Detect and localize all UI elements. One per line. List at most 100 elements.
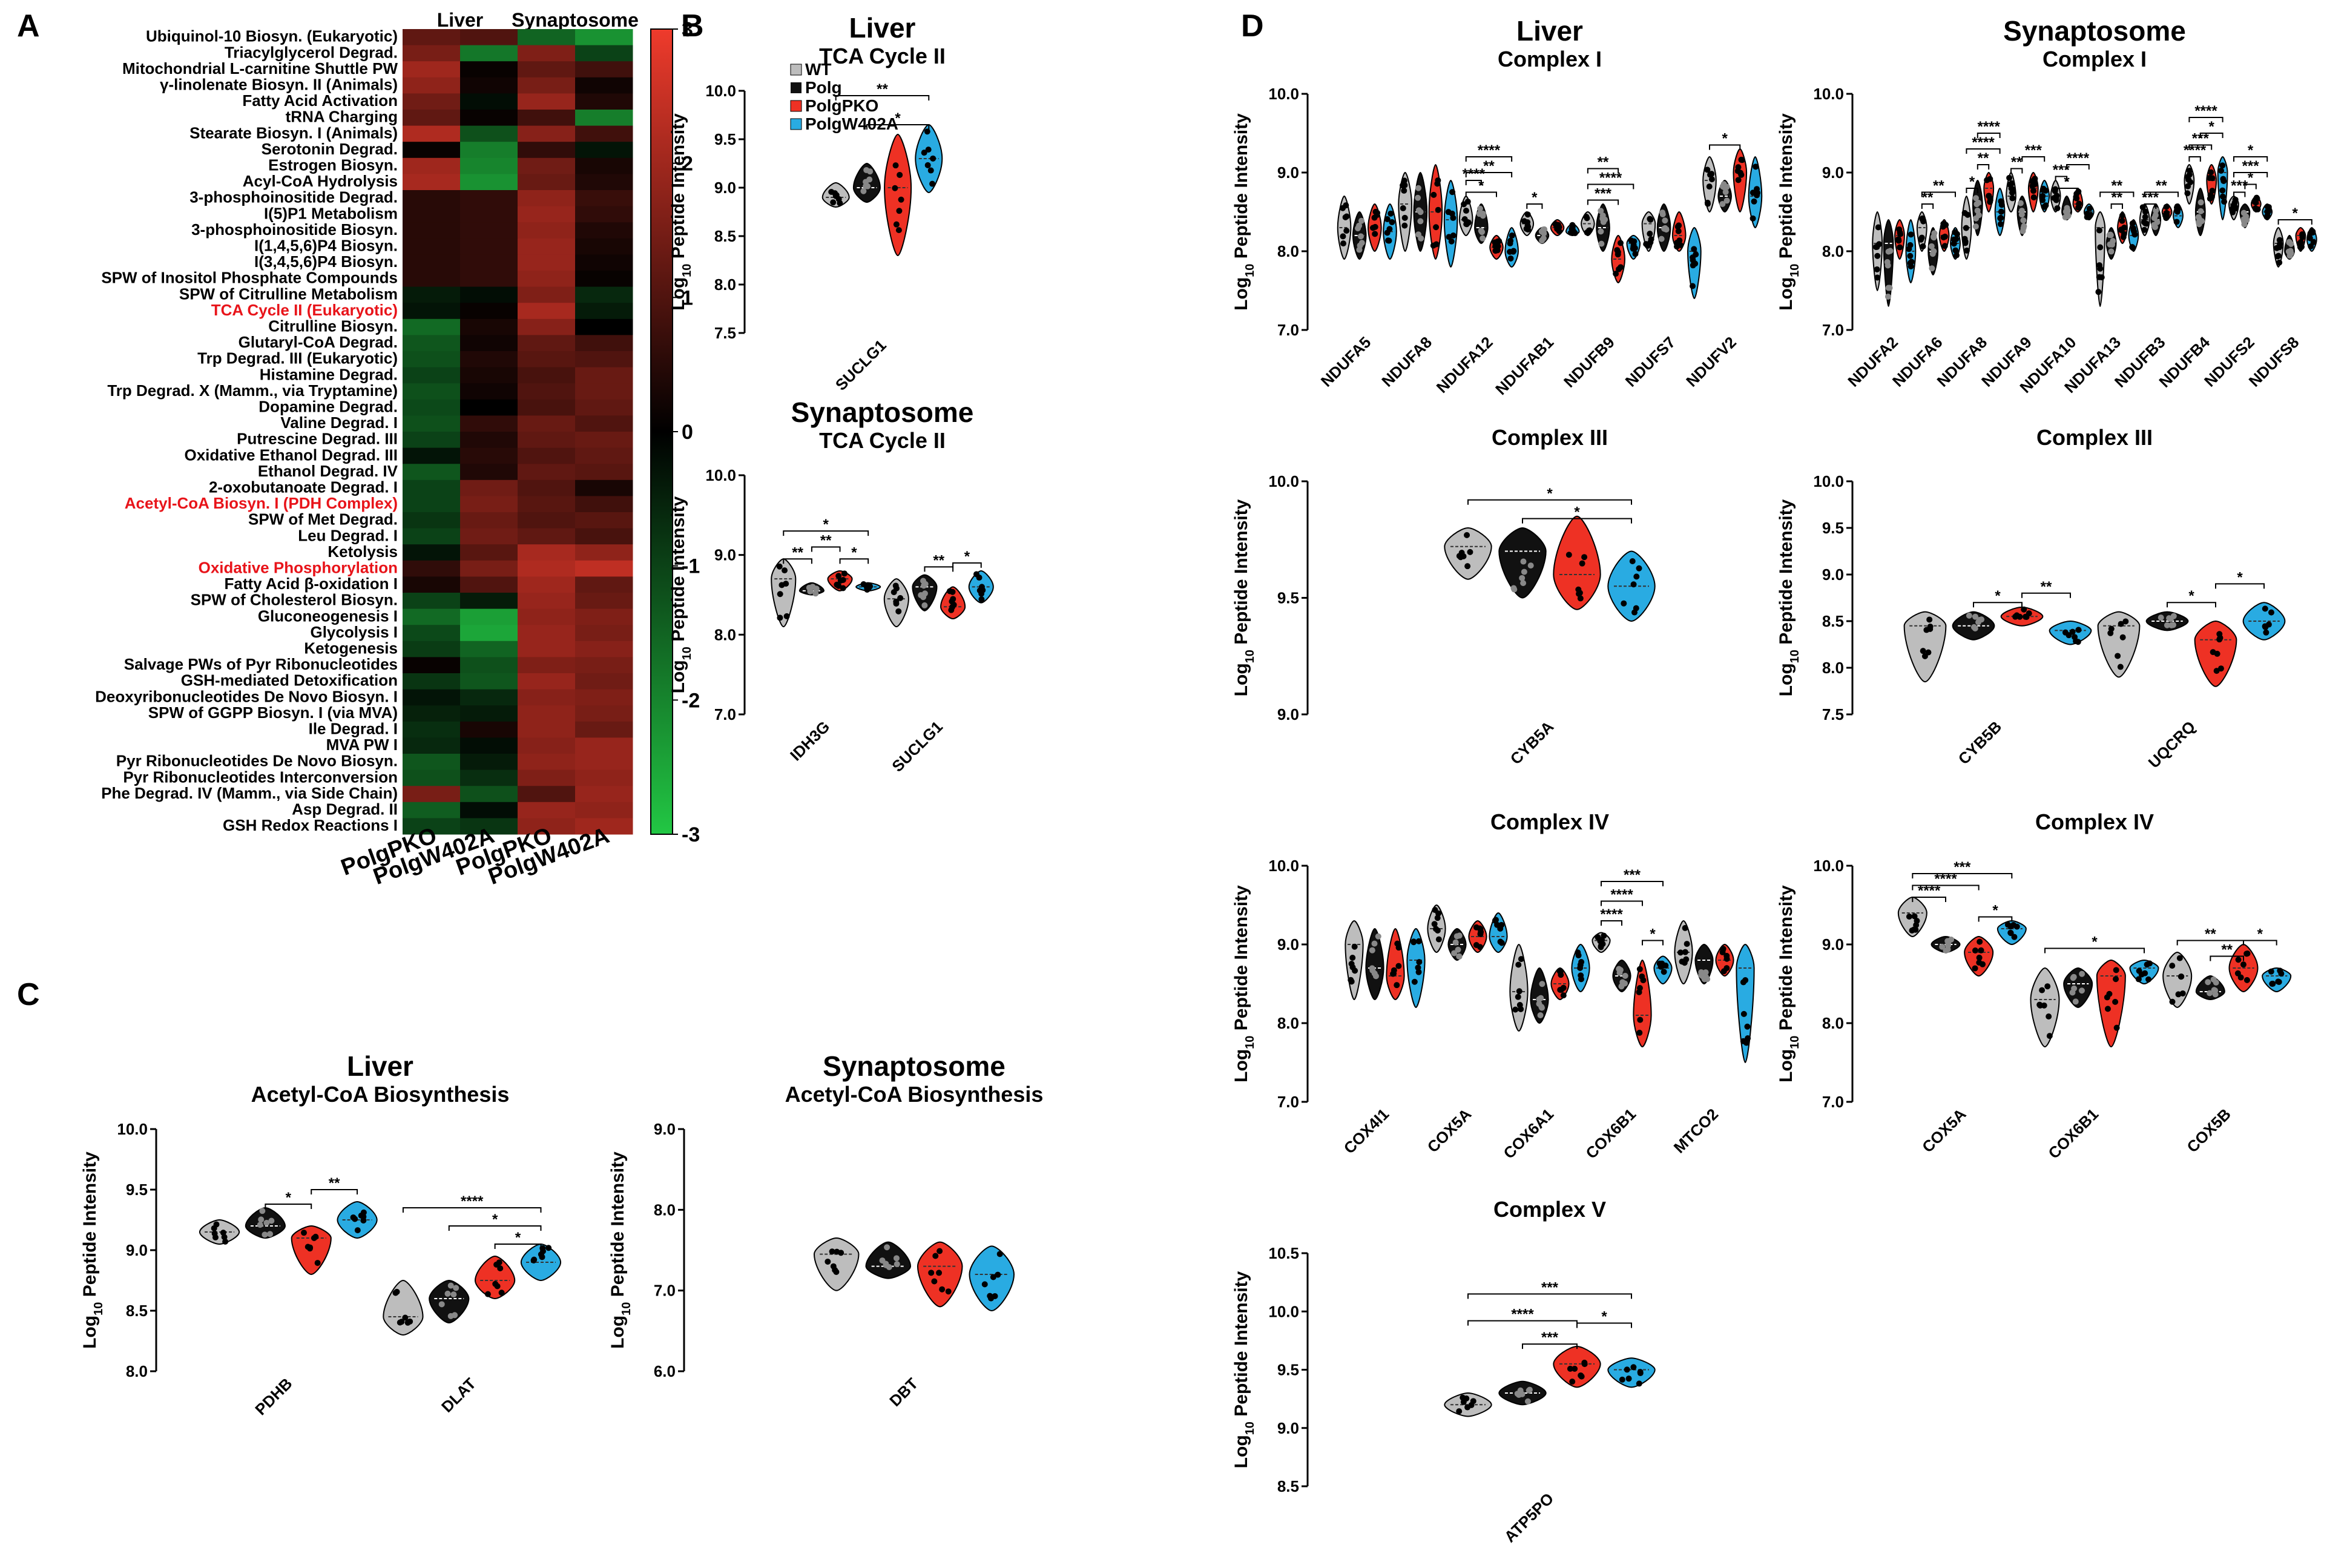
data-point [2179, 990, 2186, 996]
data-point [1585, 227, 1592, 234]
data-point [1560, 984, 1567, 991]
data-point [360, 1217, 367, 1224]
data-point [1384, 216, 1391, 222]
data-point [931, 1278, 938, 1285]
data-point [1512, 1006, 1519, 1013]
data-point [450, 1291, 457, 1298]
data-point [2264, 212, 2271, 219]
chart-title: Liver [347, 1050, 413, 1082]
data-point [354, 1227, 361, 1234]
data-point [1374, 209, 1381, 216]
significance-bracket [1587, 168, 1619, 174]
plot-synaptosome-complex-iv: Complex IV 7.0 8.0 9.0 10.0 Log10 Peptide Int… [1776, 809, 2292, 1162]
heatmap-cell [518, 657, 576, 674]
data-point [892, 162, 899, 169]
heatmap-row-label: Ketogenesis [304, 639, 398, 657]
heatmap-cell [403, 238, 461, 255]
data-point [1675, 228, 1682, 234]
data-point [1964, 211, 1971, 218]
colorbar-tick-label: 0 [682, 421, 693, 444]
data-point [1390, 970, 1397, 977]
significance-label: *** [1595, 186, 1612, 202]
data-point [1348, 960, 1355, 967]
data-point [2277, 241, 2283, 248]
heatmap-cell [403, 367, 461, 384]
chart-subtitle: TCA Cycle II [819, 428, 946, 453]
data-point [1456, 553, 1463, 559]
data-point [2142, 214, 2148, 220]
data-point [1537, 1012, 1544, 1018]
significance-label: * [2209, 119, 2215, 135]
data-point [2069, 989, 2076, 996]
x-tick-label: COX6B1 [2044, 1105, 2102, 1162]
heatmap-cell [518, 447, 576, 464]
data-point [1719, 200, 1726, 207]
data-point [1411, 978, 1418, 985]
significance-label: **** [1972, 134, 1995, 151]
data-point [2142, 208, 2148, 215]
y-tick-label: 6.0 [654, 1362, 676, 1380]
data-point [1598, 208, 1604, 214]
heatmap-cell [575, 625, 633, 642]
heatmap-cell [575, 93, 633, 110]
data-point [1722, 189, 1729, 196]
data-point [2276, 259, 2283, 266]
data-point [1632, 251, 1639, 257]
heatmap-cell [575, 641, 633, 657]
heatmap-cell [575, 222, 633, 239]
data-point [1451, 950, 1458, 957]
heatmap-cell [575, 528, 633, 545]
data-point [1524, 211, 1531, 218]
significance-bracket [924, 566, 954, 572]
chart-subtitle: Complex I [2043, 47, 2147, 71]
y-tick-label: 10.5 [1268, 1244, 1299, 1262]
data-point [1624, 1366, 1630, 1373]
data-point [1351, 943, 1358, 950]
data-point [1657, 963, 1664, 970]
data-point [981, 1281, 988, 1288]
data-point [1625, 1375, 1632, 1382]
data-point [2265, 621, 2272, 628]
data-point [1931, 248, 1937, 254]
data-point [1400, 205, 1406, 211]
data-point [2231, 200, 2238, 206]
heatmap-cell [518, 318, 576, 335]
heatmap-cell [575, 608, 633, 625]
data-point [883, 1260, 889, 1267]
data-point [2032, 181, 2038, 188]
significance-label: *** [2025, 142, 2043, 159]
data-point [1735, 177, 1742, 183]
data-point [1987, 199, 1993, 205]
heatmap-cell [460, 528, 518, 545]
heatmap-cell [403, 222, 461, 239]
data-point [392, 1290, 399, 1296]
data-point [1524, 1398, 1531, 1405]
heatmap-cell [575, 593, 633, 610]
heatmap-row-label: Ketolysis [328, 542, 398, 561]
data-point [1415, 194, 1421, 201]
heatmap-cell [518, 254, 576, 271]
data-point [2118, 226, 2124, 233]
x-tick-label: MTCO2 [1670, 1105, 1722, 1157]
data-point [1953, 236, 1960, 242]
data-point [1622, 972, 1628, 979]
heatmap-cell [518, 174, 576, 191]
y-tick-label: 9.0 [714, 546, 736, 564]
data-point [2021, 223, 2027, 229]
significance-label: ** [2221, 942, 2233, 958]
data-point [1744, 1023, 1751, 1030]
data-point [1944, 946, 1951, 953]
data-point [783, 613, 790, 619]
data-point [2168, 622, 2175, 628]
heatmap-cell [575, 705, 633, 722]
significance-label: * [492, 1211, 498, 1228]
y-axis-label: Log10 Peptide Intensity [1776, 499, 1802, 696]
data-point [2309, 228, 2316, 234]
data-point [930, 155, 936, 162]
y-tick-label: 9.0 [1822, 163, 1844, 182]
data-point [2115, 653, 2121, 659]
data-point [1395, 963, 1402, 969]
data-point [860, 188, 867, 194]
data-point [2185, 183, 2191, 189]
heatmap-cell [403, 769, 461, 786]
